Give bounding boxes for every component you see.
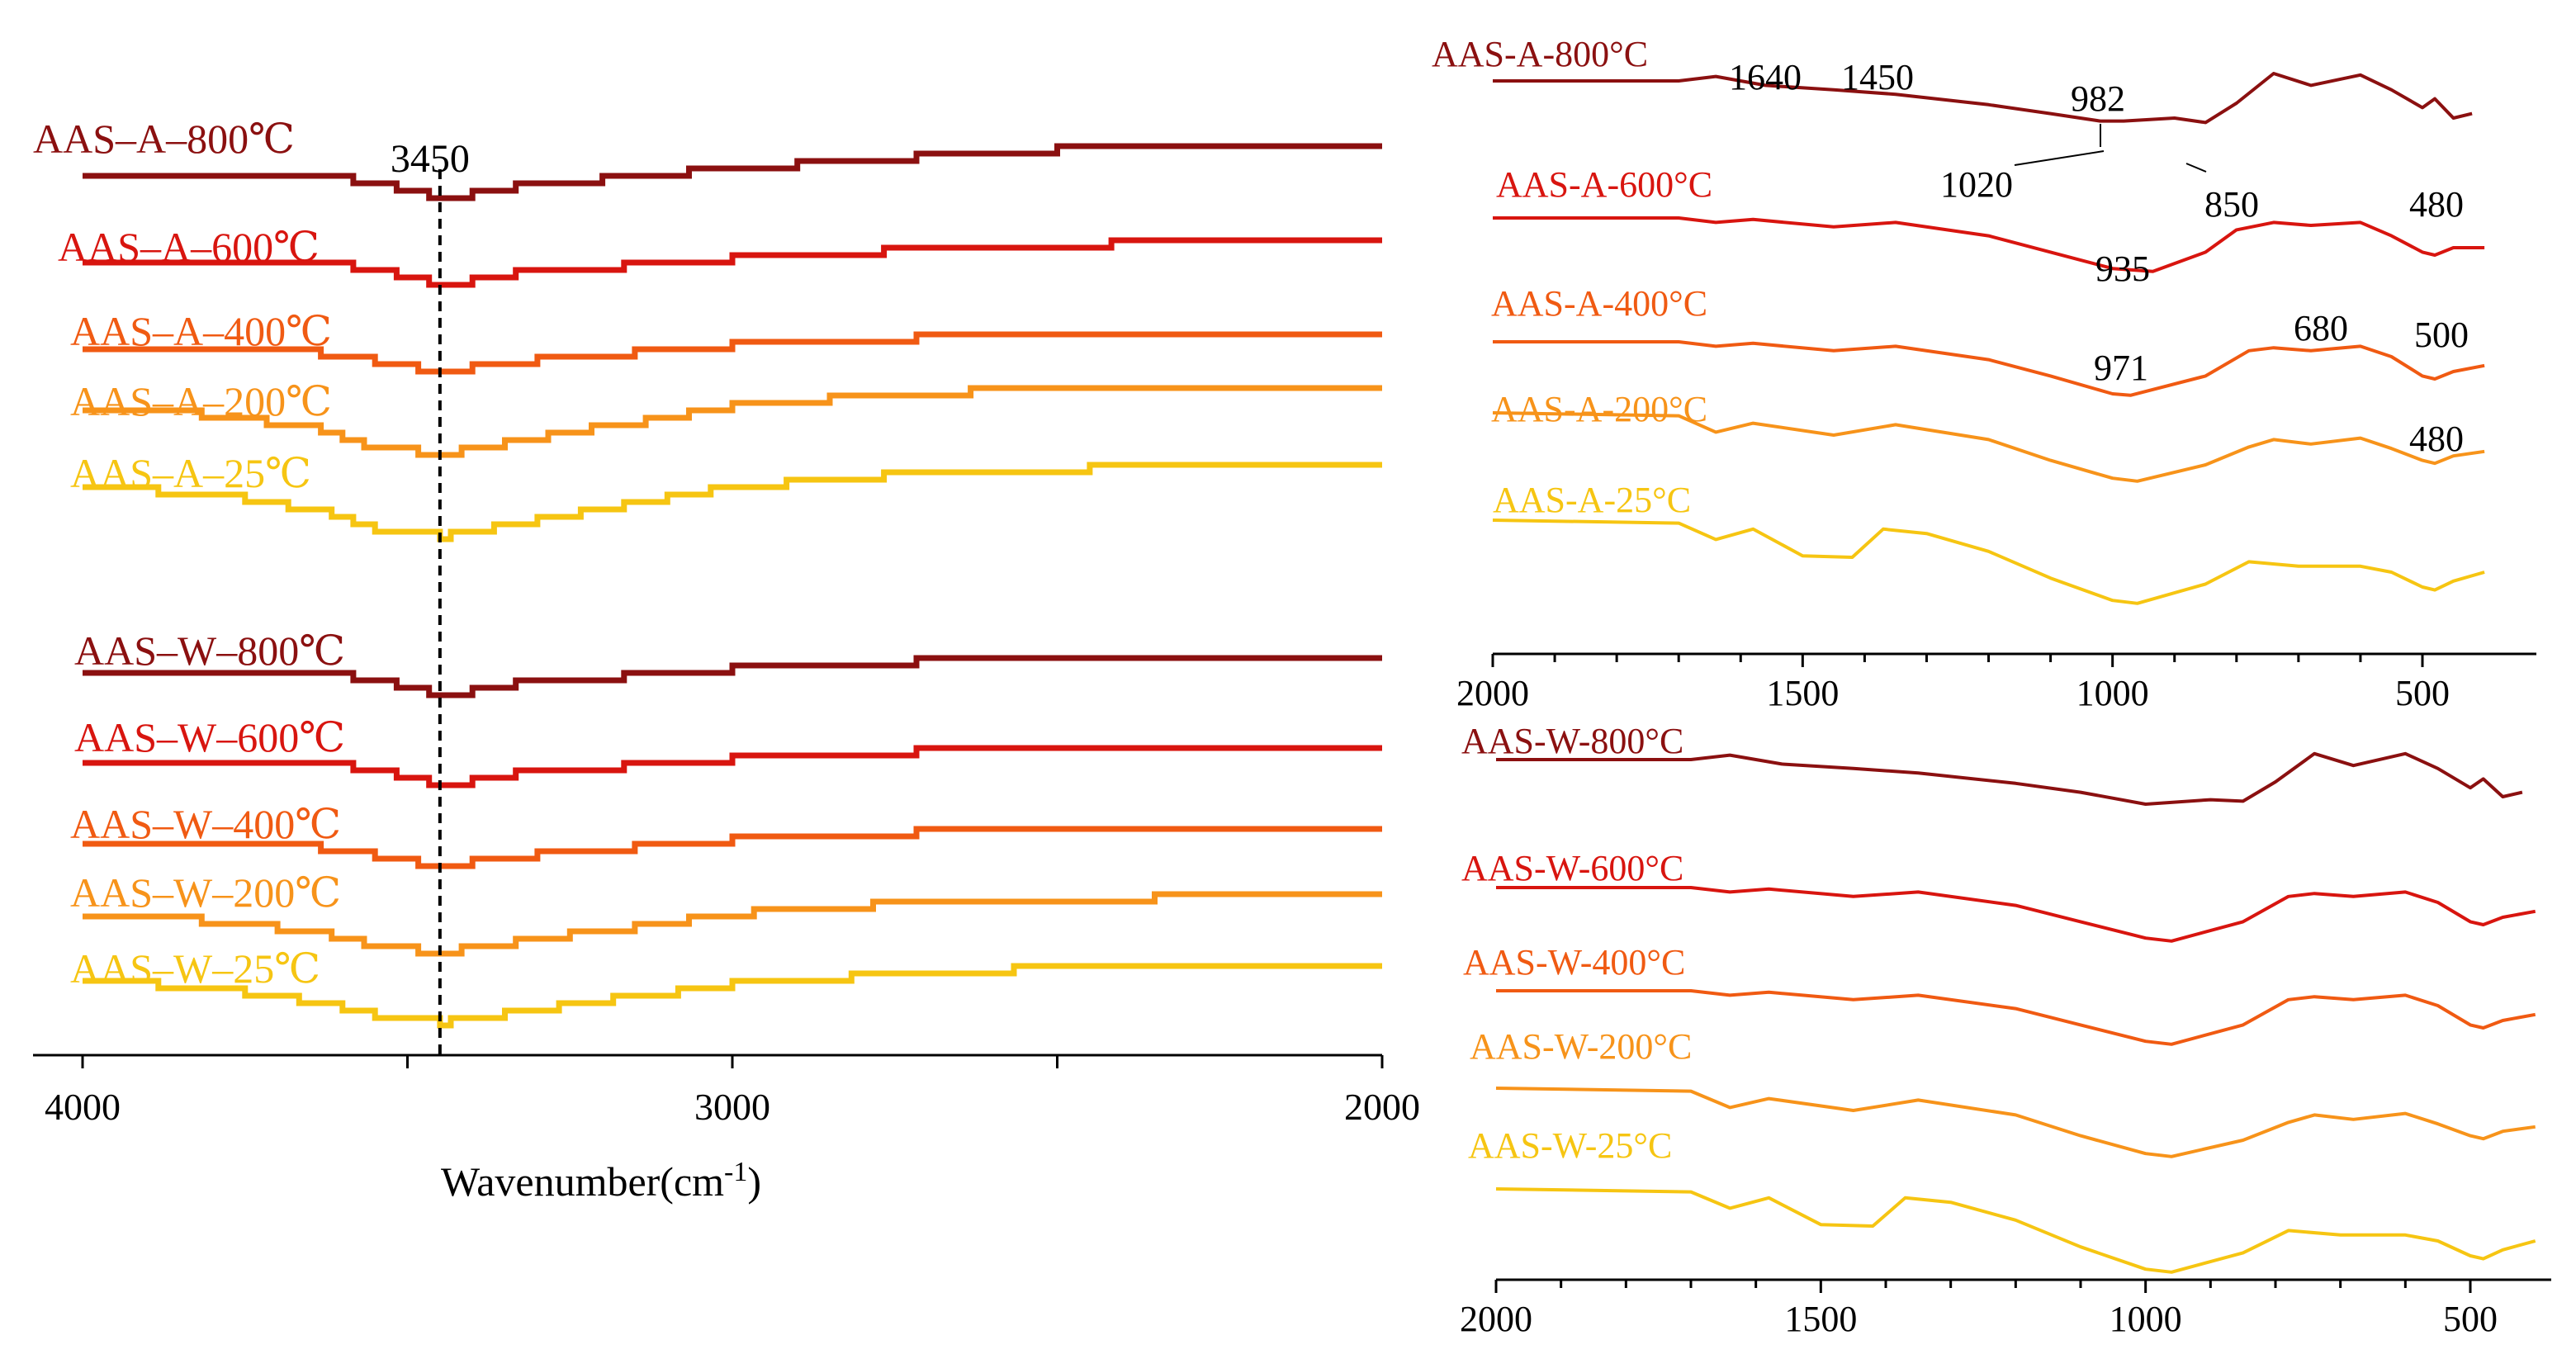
left-series-line (83, 237, 1382, 288)
left-series-label: AAS–W–200℃ (70, 869, 341, 916)
left-series-line (83, 385, 1382, 458)
left-series-line (83, 143, 1382, 201)
left-series-label: AAS–W–800℃ (74, 627, 345, 674)
rb-series-label: AAS-W-600°C (1461, 848, 1683, 888)
rt-series-label: AAS-A-800°C (1432, 34, 1648, 74)
right-top-panel: 2000 1500 1000 500 AAS-A-800°C AAS-A-600°C AAS… (1432, 34, 2536, 713)
rt-series-line (1492, 519, 2485, 605)
rt-series-label: AAS-A-400°C (1491, 283, 1707, 324)
left-series-label: AAS–W–400℃ (70, 801, 341, 847)
peak-annotation: 680 (2294, 308, 2348, 348)
left-x-tick-label: 4000 (45, 1086, 121, 1128)
peak-annotation: 1640 (1729, 57, 1802, 97)
rt-x-tick-label: 1500 (1766, 673, 1839, 713)
rb-series-label: AAS-W-400°C (1463, 942, 1685, 983)
left-series-line (83, 655, 1382, 698)
rb-series-line (1495, 1187, 2536, 1274)
rt-series-label: AAS-A-600°C (1496, 164, 1712, 205)
left-series-line (83, 826, 1382, 869)
rb-series-line (1496, 751, 2523, 806)
left-series-label: AAS–A–400℃ (70, 308, 332, 354)
reference-line-label: 3450 (391, 137, 470, 181)
left-x-tick-label: 2000 (1344, 1086, 1420, 1128)
peak-annotation: 1020 (1940, 164, 2013, 205)
left-series-line (83, 963, 1382, 1029)
peak-annotation: 982 (2071, 78, 2125, 119)
left-x-axis-label-close: ) (747, 1158, 761, 1205)
peak-annotation: 500 (2414, 315, 2469, 355)
left-panel: 4000 3000 2000 Wavenumber(cm-1) AAS–A–800℃ AA… (33, 116, 1420, 1205)
peak-annotation: 850 (2204, 184, 2259, 225)
peak-annotation: 935 (2095, 249, 2150, 289)
right-bottom-panel: 2000 1500 1000 500 AAS-W-800°C AAS-W-600°C AAS… (1460, 721, 2551, 1339)
rb-series-line (1495, 1087, 2536, 1158)
left-series-label: AAS–A–600℃ (58, 224, 320, 270)
left-x-axis-label-sup: -1 (724, 1157, 747, 1187)
rb-series-label: AAS-W-800°C (1461, 721, 1683, 761)
left-series-label: AAS–A–25℃ (70, 450, 311, 496)
left-series-line (83, 745, 1382, 788)
rt-series-label: AAS-A-200°C (1491, 389, 1707, 429)
annotation-leader-850 (2185, 163, 2207, 173)
left-series-label: AAS–A–800℃ (33, 116, 295, 162)
left-series-label: AAS–W–600℃ (74, 714, 345, 760)
rt-series-line (1493, 216, 2485, 273)
rb-x-tick-label: 1000 (2110, 1299, 2182, 1339)
rb-series-line (1496, 989, 2536, 1046)
rt-series-label: AAS-A-25°C (1493, 480, 1691, 520)
left-series-line (83, 462, 1382, 542)
rb-series-label: AAS-W-200°C (1470, 1026, 1692, 1067)
peak-annotation: 480 (2409, 184, 2464, 225)
rt-series-line (1493, 340, 2485, 397)
peak-annotation: 1450 (1841, 57, 1914, 97)
rt-x-tick-label: 1000 (2076, 673, 2149, 713)
peak-annotation: 480 (2409, 419, 2464, 459)
left-series-line (83, 891, 1382, 957)
rt-x-tick-label: 500 (2395, 673, 2450, 713)
rb-series-label: AAS-W-25°C (1468, 1125, 1672, 1166)
rt-x-tick-label: 2000 (1456, 673, 1529, 713)
annotation-leader-1020 (2014, 150, 2105, 166)
left-series-line (83, 331, 1382, 375)
rt-series-line (1492, 411, 2485, 483)
peak-annotation: 971 (2094, 348, 2148, 388)
rb-series-line (1496, 886, 2536, 943)
left-series-label: AAS–W–25℃ (70, 945, 320, 992)
rt-series-line (1493, 72, 2473, 125)
rb-x-tick-label: 2000 (1460, 1299, 1532, 1339)
rb-x-tick-label: 1500 (1784, 1299, 1857, 1339)
left-x-tick-label: 3000 (694, 1086, 770, 1128)
left-series-label: AAS–A–200℃ (70, 378, 332, 424)
rb-x-tick-label: 500 (2443, 1299, 2498, 1339)
left-x-axis-label: Wavenumber(cm-1) (441, 1157, 761, 1205)
